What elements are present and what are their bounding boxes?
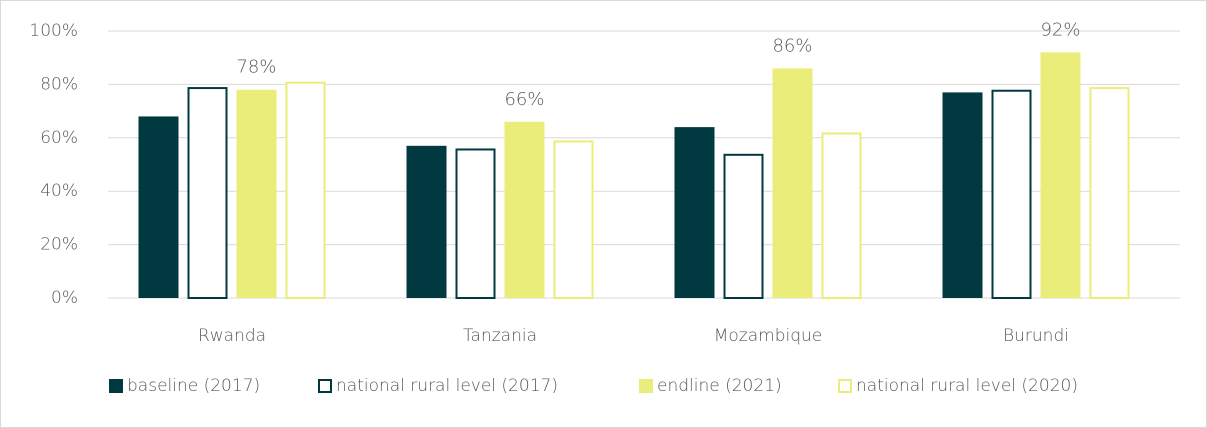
bar xyxy=(942,92,983,298)
y-tick-label: 80% xyxy=(40,74,78,94)
bar xyxy=(821,132,862,299)
y-tick-label: 0% xyxy=(51,288,78,308)
bar xyxy=(772,68,813,298)
data-label: 92% xyxy=(1040,19,1080,40)
bar xyxy=(723,153,764,299)
bar xyxy=(674,127,715,299)
bar xyxy=(1040,52,1081,298)
legend-label: national rural level (2020) xyxy=(856,376,1078,396)
bar xyxy=(406,145,447,298)
legend-label: endline (2021) xyxy=(657,376,782,396)
bar xyxy=(236,89,277,299)
data-label: 66% xyxy=(504,89,544,110)
x-tick-label: Mozambique xyxy=(714,326,823,346)
y-tick-label: 100% xyxy=(29,21,78,41)
bar xyxy=(187,87,228,299)
bar xyxy=(285,81,326,300)
bar xyxy=(504,121,545,298)
legend-swatch xyxy=(838,379,852,393)
bar xyxy=(455,148,496,299)
x-tick-label: Burundi xyxy=(1003,326,1069,346)
bar xyxy=(138,116,179,298)
bar xyxy=(991,89,1032,299)
legend-label: national rural level (2017) xyxy=(336,376,558,396)
data-label: 78% xyxy=(236,57,276,78)
legend-swatch xyxy=(318,379,332,393)
x-tick-label: Rwanda xyxy=(198,326,266,346)
legend-swatch xyxy=(639,379,653,393)
legend-swatch xyxy=(109,379,123,393)
y-tick-label: 60% xyxy=(40,128,78,148)
bar xyxy=(553,140,594,299)
x-tick-label: Tanzania xyxy=(463,326,537,346)
y-tick-label: 20% xyxy=(40,235,78,255)
data-label: 86% xyxy=(772,35,812,56)
y-tick-label: 40% xyxy=(40,181,78,201)
legend-label: baseline (2017) xyxy=(127,376,260,396)
bar xyxy=(1089,87,1130,299)
